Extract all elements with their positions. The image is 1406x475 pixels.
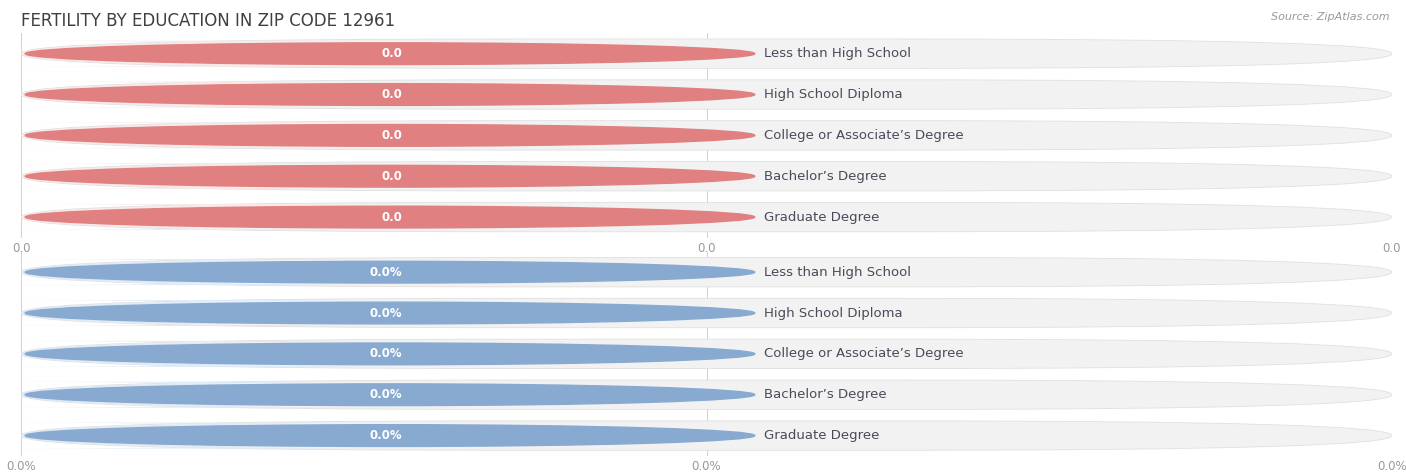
Text: 0.0%: 0.0% [370, 347, 402, 361]
Circle shape [25, 84, 755, 105]
Text: 0.0: 0.0 [381, 129, 402, 142]
Circle shape [25, 206, 755, 228]
Circle shape [25, 343, 755, 365]
Text: College or Associate’s Degree: College or Associate’s Degree [765, 347, 965, 361]
Text: 0.0%: 0.0% [370, 429, 402, 442]
FancyBboxPatch shape [21, 339, 1392, 369]
Text: 0.0: 0.0 [381, 170, 402, 183]
Circle shape [25, 261, 755, 283]
Text: College or Associate’s Degree: College or Associate’s Degree [765, 129, 965, 142]
FancyBboxPatch shape [0, 204, 456, 230]
FancyBboxPatch shape [0, 259, 456, 285]
Circle shape [25, 302, 755, 324]
Text: FERTILITY BY EDUCATION IN ZIP CODE 12961: FERTILITY BY EDUCATION IN ZIP CODE 12961 [21, 12, 395, 30]
FancyBboxPatch shape [0, 341, 456, 367]
Text: Less than High School: Less than High School [765, 266, 911, 279]
Text: 0.0%: 0.0% [370, 388, 402, 401]
Circle shape [25, 124, 755, 146]
FancyBboxPatch shape [0, 163, 456, 189]
Text: 0.0: 0.0 [381, 210, 402, 224]
Text: Bachelor’s Degree: Bachelor’s Degree [765, 388, 887, 401]
Text: 0.0%: 0.0% [370, 306, 402, 320]
FancyBboxPatch shape [21, 162, 1392, 191]
Circle shape [25, 43, 755, 65]
Text: Less than High School: Less than High School [765, 47, 911, 60]
Circle shape [25, 425, 755, 446]
FancyBboxPatch shape [21, 121, 1392, 150]
FancyBboxPatch shape [0, 300, 456, 326]
FancyBboxPatch shape [21, 80, 1392, 109]
FancyBboxPatch shape [21, 202, 1392, 232]
FancyBboxPatch shape [21, 421, 1392, 450]
Circle shape [25, 384, 755, 406]
FancyBboxPatch shape [21, 380, 1392, 409]
Text: Bachelor’s Degree: Bachelor’s Degree [765, 170, 887, 183]
Text: Graduate Degree: Graduate Degree [765, 210, 880, 224]
FancyBboxPatch shape [21, 298, 1392, 328]
FancyBboxPatch shape [0, 123, 456, 148]
Circle shape [25, 165, 755, 187]
FancyBboxPatch shape [0, 82, 456, 107]
FancyBboxPatch shape [0, 423, 456, 448]
Text: 0.0%: 0.0% [370, 266, 402, 279]
Text: Source: ZipAtlas.com: Source: ZipAtlas.com [1271, 12, 1389, 22]
Text: 0.0: 0.0 [381, 88, 402, 101]
Text: High School Diploma: High School Diploma [765, 88, 903, 101]
FancyBboxPatch shape [21, 257, 1392, 287]
FancyBboxPatch shape [0, 382, 456, 408]
Text: Graduate Degree: Graduate Degree [765, 429, 880, 442]
Text: 0.0: 0.0 [381, 47, 402, 60]
FancyBboxPatch shape [0, 41, 456, 66]
FancyBboxPatch shape [21, 39, 1392, 68]
Text: High School Diploma: High School Diploma [765, 306, 903, 320]
